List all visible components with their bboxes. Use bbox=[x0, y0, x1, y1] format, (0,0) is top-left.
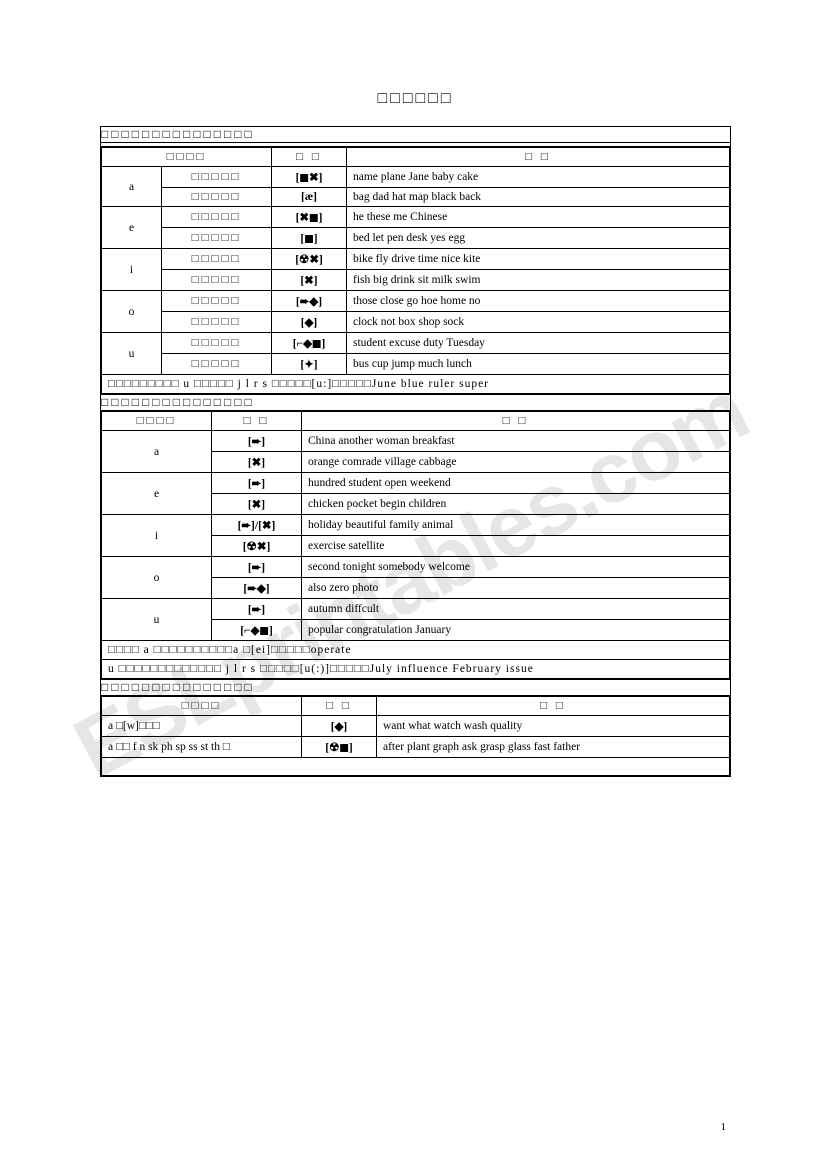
section1-col-sound: □ □ bbox=[272, 148, 347, 167]
type-cell: □□□□□ bbox=[162, 354, 272, 375]
type-cell: □□□□□ bbox=[162, 249, 272, 270]
example-cell: also zero photo bbox=[302, 578, 730, 599]
section1-col-example: □ □ bbox=[347, 148, 730, 167]
sound-cell: [☢✖] bbox=[212, 536, 302, 557]
letter-cell: a bbox=[102, 167, 162, 207]
section2-col-rule: □□□□ bbox=[102, 412, 212, 431]
example-cell: bike fly drive time nice kite bbox=[347, 249, 730, 270]
letter-cell: a bbox=[102, 431, 212, 473]
example-cell: chicken pocket begin children bbox=[302, 494, 730, 515]
example-cell: want what watch wash quality bbox=[377, 716, 730, 737]
sound-cell: [➨◆] bbox=[212, 578, 302, 599]
example-cell: fish big drink sit milk swim bbox=[347, 270, 730, 291]
section3-table: □□□□ □ □ □ □ a □[w]□□□ [◆] want what wat… bbox=[101, 696, 730, 776]
type-cell: □□□□□ bbox=[162, 333, 272, 354]
letter-cell: u bbox=[102, 333, 162, 375]
blank-row bbox=[102, 758, 730, 776]
letter-cell: o bbox=[102, 557, 212, 599]
example-cell: he these me Chinese bbox=[347, 207, 730, 228]
section3-col-sound: □ □ bbox=[302, 697, 377, 716]
type-cell: □□□□□ bbox=[162, 270, 272, 291]
example-cell: popular congratulation January bbox=[302, 620, 730, 641]
letter-cell: i bbox=[102, 249, 162, 291]
sound-cell: [➨] bbox=[212, 557, 302, 578]
letter-cell: e bbox=[102, 473, 212, 515]
letter-cell: e bbox=[102, 207, 162, 249]
section3-col-rule: □□□□ bbox=[102, 697, 302, 716]
section1-col-rule: □□□□ bbox=[102, 148, 272, 167]
section2-col-sound: □ □ bbox=[212, 412, 302, 431]
sound-cell: [✖] bbox=[212, 494, 302, 515]
section1-header: □□□□□□□□□□□□□□□ bbox=[101, 127, 731, 143]
sound-cell: [◆] bbox=[272, 312, 347, 333]
section2-header: □□□□□□□□□□□□□□□ bbox=[101, 395, 731, 411]
example-cell: name plane Jane baby cake bbox=[347, 167, 730, 188]
sound-cell: [◼] bbox=[272, 228, 347, 249]
sound-cell: [✦] bbox=[272, 354, 347, 375]
sound-cell: [➨] bbox=[212, 599, 302, 620]
example-cell: bus cup jump much lunch bbox=[347, 354, 730, 375]
sound-cell: [æ] bbox=[272, 188, 347, 207]
sound-cell: [➨] bbox=[212, 431, 302, 452]
example-cell: holiday beautiful family animal bbox=[302, 515, 730, 536]
example-cell: hundred student open weekend bbox=[302, 473, 730, 494]
sound-cell: [⌐◆◼] bbox=[272, 333, 347, 354]
section3-col-example: □ □ bbox=[377, 697, 730, 716]
rule-cell: a □□ f n sk ph sp ss st th □ bbox=[102, 737, 302, 758]
section3-header: □□□□□□□□□□□□□□□ bbox=[101, 680, 731, 696]
section2-note2: u □□□□□□□□□□□□□ j l r s □□□□□[u(:)]□□□□□… bbox=[102, 660, 730, 679]
page-number: 1 bbox=[721, 1121, 727, 1133]
section2-col-example: □ □ bbox=[302, 412, 730, 431]
example-cell: clock not box shop sock bbox=[347, 312, 730, 333]
section1-table: □□□□ □ □ □ □ a □□□□□ [◼✖] name plane Jan… bbox=[101, 147, 730, 394]
rule-cell: a □[w]□□□ bbox=[102, 716, 302, 737]
letter-cell: u bbox=[102, 599, 212, 641]
example-cell: bed let pen desk yes egg bbox=[347, 228, 730, 249]
example-cell: autumn diffcult bbox=[302, 599, 730, 620]
example-cell: China another woman breakfast bbox=[302, 431, 730, 452]
example-cell: exercise satellite bbox=[302, 536, 730, 557]
example-cell: second tonight somebody welcome bbox=[302, 557, 730, 578]
section1-note: □□□□□□□□□ u □□□□□ j l r s □□□□□[u:]□□□□□… bbox=[102, 375, 730, 394]
sound-cell: [☢✖] bbox=[272, 249, 347, 270]
type-cell: □□□□□ bbox=[162, 291, 272, 312]
type-cell: □□□□□ bbox=[162, 312, 272, 333]
sound-cell: [➨]/[✖] bbox=[212, 515, 302, 536]
sound-cell: [✖] bbox=[212, 452, 302, 473]
sound-cell: [◆] bbox=[302, 716, 377, 737]
letter-cell: i bbox=[102, 515, 212, 557]
type-cell: □□□□□ bbox=[162, 188, 272, 207]
type-cell: □□□□□ bbox=[162, 207, 272, 228]
type-cell: □□□□□ bbox=[162, 167, 272, 188]
example-cell: student excuse duty Tuesday bbox=[347, 333, 730, 354]
letter-cell: o bbox=[102, 291, 162, 333]
sound-cell: [✖◼] bbox=[272, 207, 347, 228]
sound-cell: [➨◆] bbox=[272, 291, 347, 312]
type-cell: □□□□□ bbox=[162, 228, 272, 249]
sound-cell: [➨] bbox=[212, 473, 302, 494]
example-cell: those close go hoe home no bbox=[347, 291, 730, 312]
example-cell: after plant graph ask grasp glass fast f… bbox=[377, 737, 730, 758]
sound-cell: [⌐◆◼] bbox=[212, 620, 302, 641]
example-cell: bag dad hat map black back bbox=[347, 188, 730, 207]
page-title: □□□□□□ bbox=[100, 90, 731, 108]
sound-cell: [☢◼] bbox=[302, 737, 377, 758]
main-table: □□□□□□□□□□□□□□□ □□□□ □ □ □ □ a □□□□□ bbox=[100, 126, 731, 777]
example-cell: orange comrade village cabbage bbox=[302, 452, 730, 473]
section2-table: □□□□ □ □ □ □ a [➨] China another woman b… bbox=[101, 411, 730, 679]
section2-note1: □□□□ a □□□□□□□□□□a □[ei]□□□□□operate bbox=[102, 641, 730, 660]
sound-cell: [✖] bbox=[272, 270, 347, 291]
sound-cell: [◼✖] bbox=[272, 167, 347, 188]
